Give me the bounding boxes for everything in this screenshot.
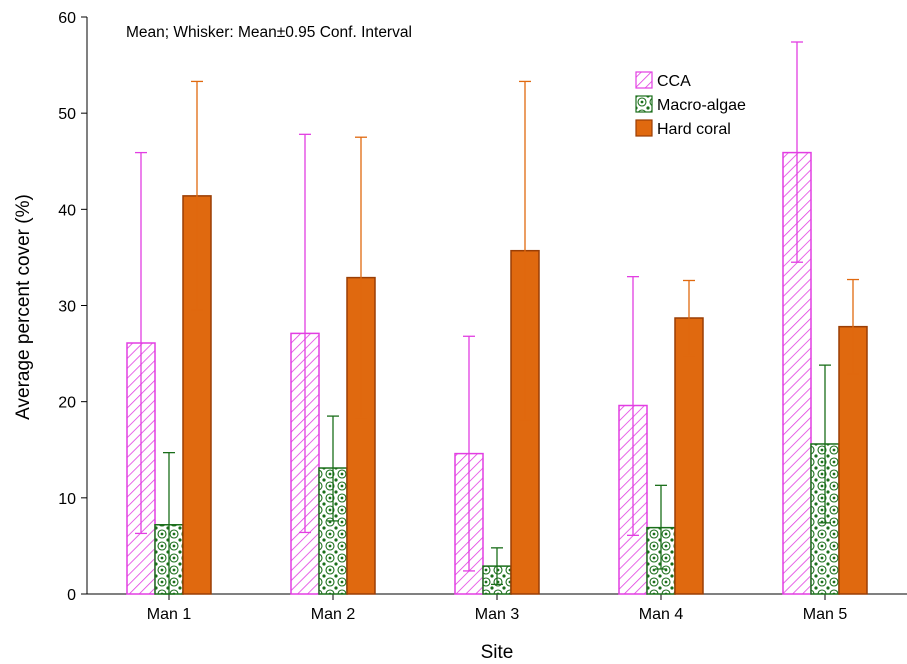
error-bar-hard-coral-man-5 xyxy=(847,278,859,375)
y-tick-label: 0 xyxy=(67,587,76,604)
x-tick-label: Man 2 xyxy=(311,606,356,623)
legend-label-cca: CCA xyxy=(657,73,691,90)
x-tick-label: Man 3 xyxy=(475,606,520,623)
error-bar-cca-man-2 xyxy=(299,133,311,534)
error-bar-macro-algae-man-1 xyxy=(163,451,175,595)
y-tick-label: 60 xyxy=(58,10,76,27)
legend-swatch-cca xyxy=(635,71,653,89)
y-tick-label: 10 xyxy=(58,491,76,508)
error-bar-hard-coral-man-2 xyxy=(355,136,367,419)
error-bar-cca-man-5 xyxy=(791,41,803,263)
legend-swatch-macro-algae xyxy=(635,95,653,113)
legend-label-macro-algae: Macro-algae xyxy=(657,97,746,114)
chart-note: Mean; Whisker: Mean±0.95 Conf. Interval xyxy=(126,24,412,41)
error-bar-hard-coral-man-3 xyxy=(519,80,531,421)
error-bar-cca-man-4 xyxy=(627,275,639,536)
error-bar-macro-algae-man-4 xyxy=(655,484,667,570)
error-bar-cca-man-3 xyxy=(463,335,475,572)
y-tick-label: 30 xyxy=(58,299,76,316)
bar-hard-coral-man-3 xyxy=(510,249,540,595)
error-bar-macro-algae-man-3 xyxy=(491,547,503,586)
legend-label-hard-coral: Hard coral xyxy=(657,121,731,138)
plot-area: 0 10 20 30 40 50 60 Man 1 Man 2 Man 3 Man 4 Man 5 xyxy=(58,10,907,623)
error-bar-macro-algae-man-5 xyxy=(819,364,831,524)
y-tick-label: 50 xyxy=(58,106,76,123)
legend: CCA Macro-algae Hard coral xyxy=(635,71,746,138)
legend-swatch-hard-coral xyxy=(635,119,653,137)
bars-group xyxy=(126,41,868,595)
bar-hard-coral-man-2 xyxy=(346,276,376,595)
bar-hard-coral-man-4 xyxy=(674,317,704,595)
y-tick-label: 20 xyxy=(58,395,76,412)
x-tick-label: Man 1 xyxy=(147,606,192,623)
y-axis-title: Average percent cover (%) xyxy=(13,194,34,420)
error-bar-hard-coral-man-4 xyxy=(683,279,695,357)
error-bar-hard-coral-man-1 xyxy=(191,80,203,311)
error-bar-cca-man-1 xyxy=(135,151,147,535)
error-bar-macro-algae-man-2 xyxy=(327,415,339,522)
x-axis-title: Site xyxy=(481,642,514,663)
y-tick-label: 40 xyxy=(58,202,76,219)
x-tick-label: Man 4 xyxy=(639,606,684,623)
x-tick-label: Man 5 xyxy=(803,606,848,623)
